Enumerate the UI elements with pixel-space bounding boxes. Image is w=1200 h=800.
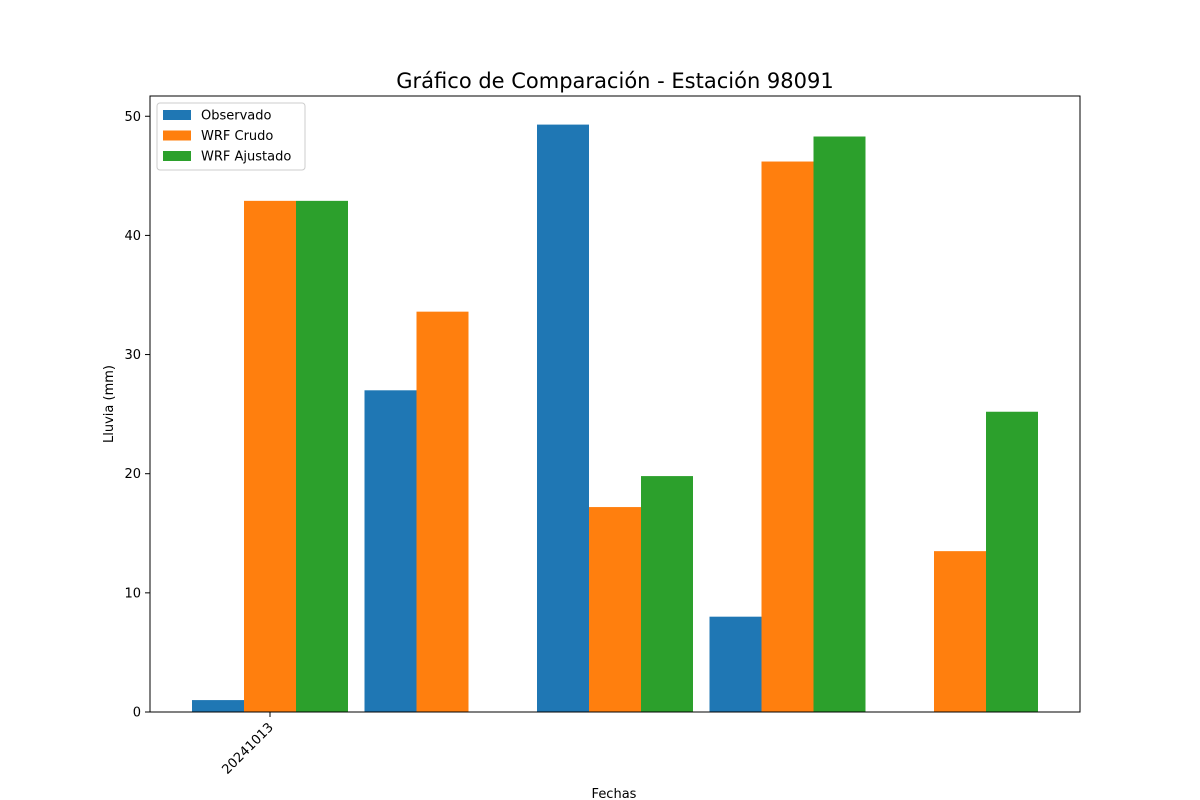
y-tick-label: 30 bbox=[124, 348, 141, 363]
bar-group-4-series-3 bbox=[813, 136, 866, 713]
bar-group-1-series-2 bbox=[244, 200, 296, 712]
bar-group-1-series-3 bbox=[296, 200, 348, 712]
bars-layer bbox=[192, 124, 1038, 713]
legend: Observado WRF Crudo WRF Ajustado bbox=[156, 102, 306, 171]
bar-group-3-series-2 bbox=[589, 507, 641, 712]
legend-swatch-1 bbox=[163, 110, 191, 120]
y-tick-label: 10 bbox=[124, 586, 141, 601]
bar-group-1-series-1 bbox=[192, 700, 244, 712]
y-tick-label: 20 bbox=[124, 467, 141, 482]
legend-frame bbox=[156, 102, 306, 171]
legend-label-1: Observado bbox=[201, 109, 272, 124]
bar-group-2-series-2 bbox=[416, 311, 469, 712]
bar-group-2-series-1 bbox=[364, 390, 417, 712]
plot-frame bbox=[149, 95, 1081, 713]
bar-group-5-series-2 bbox=[934, 551, 986, 712]
y-axis: 0 10 20 30 40 50 bbox=[124, 110, 150, 721]
bar-group-5-series-3 bbox=[986, 411, 1038, 712]
y-axis-label: Lluvia (mm) bbox=[102, 365, 117, 443]
legend-swatch-2 bbox=[163, 130, 191, 141]
legend-label-2: WRF Crudo bbox=[201, 129, 273, 144]
bar-group-4-series-1 bbox=[709, 616, 762, 712]
y-tick-label: 50 bbox=[124, 110, 141, 125]
y-tick-label: 0 bbox=[133, 706, 141, 721]
bar-group-3-series-1 bbox=[537, 124, 589, 712]
legend-swatch-3 bbox=[163, 151, 191, 161]
bar-group-3-series-3 bbox=[641, 476, 693, 712]
legend-label-3: WRF Ajustado bbox=[201, 150, 291, 165]
x-axis-label: Fechas bbox=[592, 787, 637, 800]
bar-group-4-series-2 bbox=[761, 161, 814, 712]
y-tick-label: 40 bbox=[124, 229, 141, 244]
chart-title: Gráfico de Comparación - Estación 98091 bbox=[396, 69, 833, 93]
